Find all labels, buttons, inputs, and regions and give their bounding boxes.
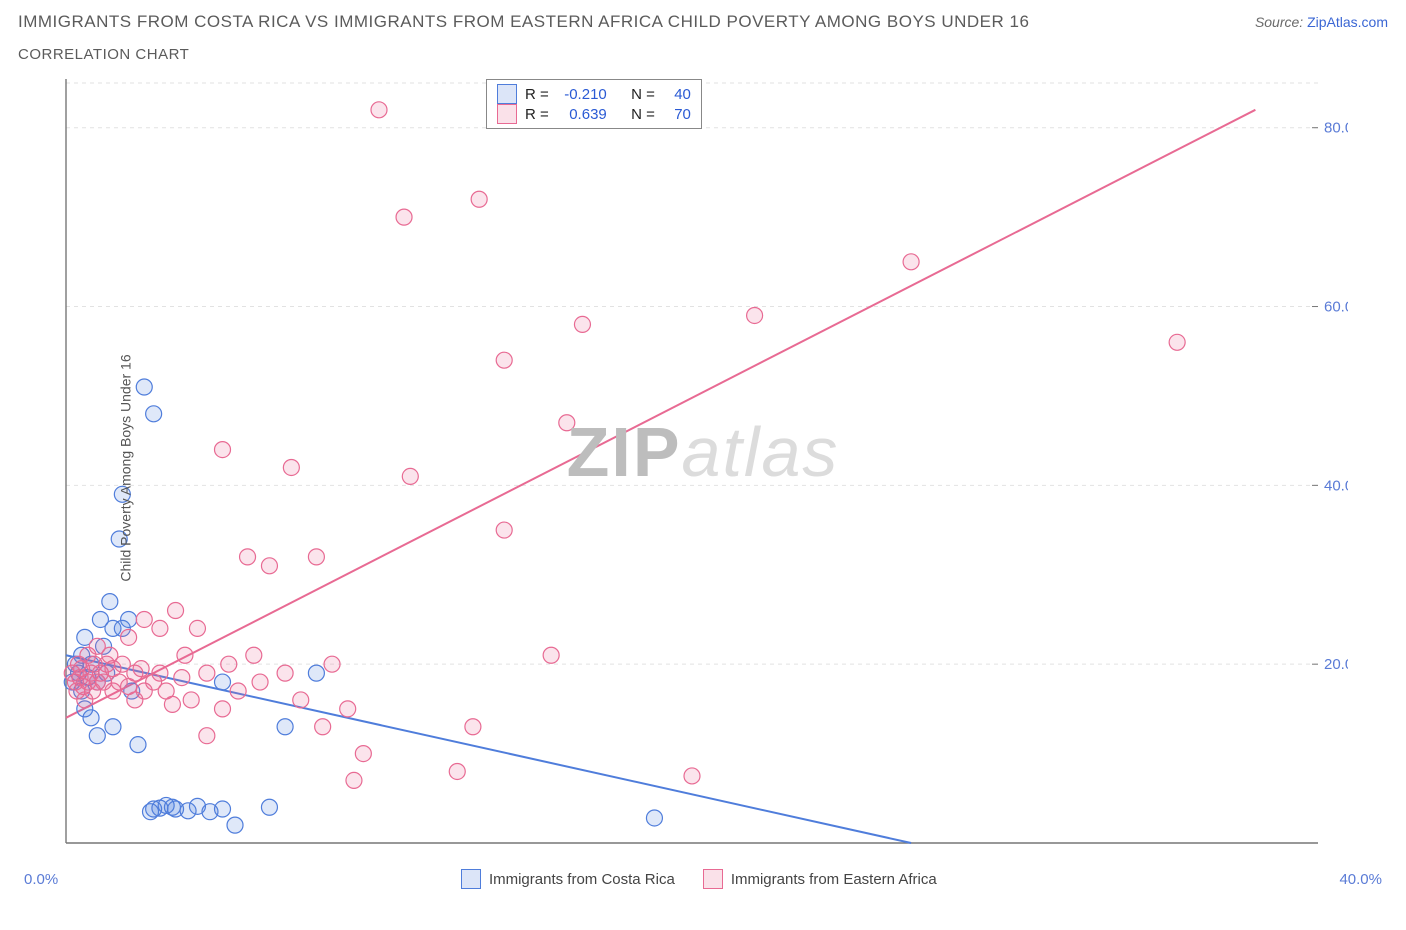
data-point [277, 719, 293, 735]
page-subtitle: CORRELATION CHART [18, 46, 1388, 63]
data-point [121, 629, 137, 645]
y-tick-label: 20.0% [1324, 656, 1348, 673]
legend-swatch [497, 104, 517, 124]
legend-r-label: R = [525, 106, 549, 123]
data-point [574, 316, 590, 332]
data-point [152, 665, 168, 681]
legend-series-name: Immigrants from Eastern Africa [731, 871, 937, 888]
data-point [183, 692, 199, 708]
data-point [246, 647, 262, 663]
data-point [340, 701, 356, 717]
data-point [496, 352, 512, 368]
data-point [449, 763, 465, 779]
legend-n-label: N = [631, 106, 655, 123]
legend-n-value: 40 [663, 86, 691, 103]
data-point [215, 442, 231, 458]
legend-series-name: Immigrants from Costa Rica [489, 871, 675, 888]
y-tick-label: 40.0% [1324, 477, 1348, 494]
y-tick-label: 80.0% [1324, 120, 1348, 137]
data-point [240, 549, 256, 565]
data-point [199, 728, 215, 744]
legend-n-value: 70 [663, 106, 691, 123]
legend-swatch [497, 84, 517, 104]
legend-item[interactable]: Immigrants from Eastern Africa [703, 869, 937, 889]
data-point [465, 719, 481, 735]
x-axis-min-label: 0.0% [24, 871, 58, 888]
data-point [402, 468, 418, 484]
data-point [1169, 334, 1185, 350]
data-point [543, 647, 559, 663]
data-point [136, 611, 152, 627]
data-point [168, 603, 184, 619]
source: Source: ZipAtlas.com [1255, 14, 1388, 32]
data-point [189, 620, 205, 636]
data-point [471, 191, 487, 207]
data-point [105, 719, 121, 735]
data-point [261, 558, 277, 574]
data-point [315, 719, 331, 735]
data-point [277, 665, 293, 681]
data-point [261, 799, 277, 815]
legend-r-label: R = [525, 86, 549, 103]
x-axis-max-label: 40.0% [1339, 871, 1382, 888]
data-point [177, 647, 193, 663]
data-point [133, 661, 149, 677]
data-point [283, 459, 299, 475]
legend-stats-box: R = -0.210 N = 40 R = 0.639 N = 70 [486, 79, 702, 129]
data-point [215, 701, 231, 717]
bottom-legend-bar: 0.0% Immigrants from Costa Rica Immigrant… [18, 869, 1388, 889]
data-point [559, 415, 575, 431]
data-point [146, 406, 162, 422]
data-point [371, 102, 387, 118]
data-point [346, 772, 362, 788]
y-axis-label: Child Poverty Among Boys Under 16 [118, 354, 134, 581]
data-point [230, 683, 246, 699]
data-point [83, 710, 99, 726]
data-point [496, 522, 512, 538]
data-point [130, 737, 146, 753]
data-point [227, 817, 243, 833]
data-point [684, 768, 700, 784]
data-point [396, 209, 412, 225]
legend-n-label: N = [631, 86, 655, 103]
correlation-chart: 20.0% 40.0% 60.0% 80.0% [18, 73, 1348, 863]
data-point [174, 670, 190, 686]
legend-stats-row: R = -0.210 N = 40 [497, 84, 691, 104]
data-point [152, 620, 168, 636]
legend-r-value: 0.639 [557, 106, 607, 123]
data-point [308, 549, 324, 565]
page-title: IMMIGRANTS FROM COSTA RICA VS IMMIGRANTS… [18, 12, 1029, 32]
data-point [308, 665, 324, 681]
data-point [903, 254, 919, 270]
data-point [221, 656, 237, 672]
data-point [215, 801, 231, 817]
data-point [355, 746, 371, 762]
legend-stats-row: R = 0.639 N = 70 [497, 104, 691, 124]
data-point [215, 674, 231, 690]
data-point [102, 594, 118, 610]
legend-r-value: -0.210 [557, 86, 607, 103]
chart-container: Child Poverty Among Boys Under 16 20.0% 4… [18, 73, 1388, 863]
source-link[interactable]: ZipAtlas.com [1307, 14, 1388, 30]
data-point [164, 696, 180, 712]
data-point [293, 692, 309, 708]
data-point [646, 810, 662, 826]
data-point [252, 674, 268, 690]
data-point [89, 728, 105, 744]
data-point [324, 656, 340, 672]
source-label: Source: [1255, 14, 1307, 30]
y-tick-label: 60.0% [1324, 299, 1348, 316]
legend-swatch [461, 869, 481, 889]
legend-swatch [703, 869, 723, 889]
data-point [121, 611, 137, 627]
legend-item[interactable]: Immigrants from Costa Rica [461, 869, 675, 889]
data-point [199, 665, 215, 681]
data-point [136, 379, 152, 395]
data-point [747, 307, 763, 323]
